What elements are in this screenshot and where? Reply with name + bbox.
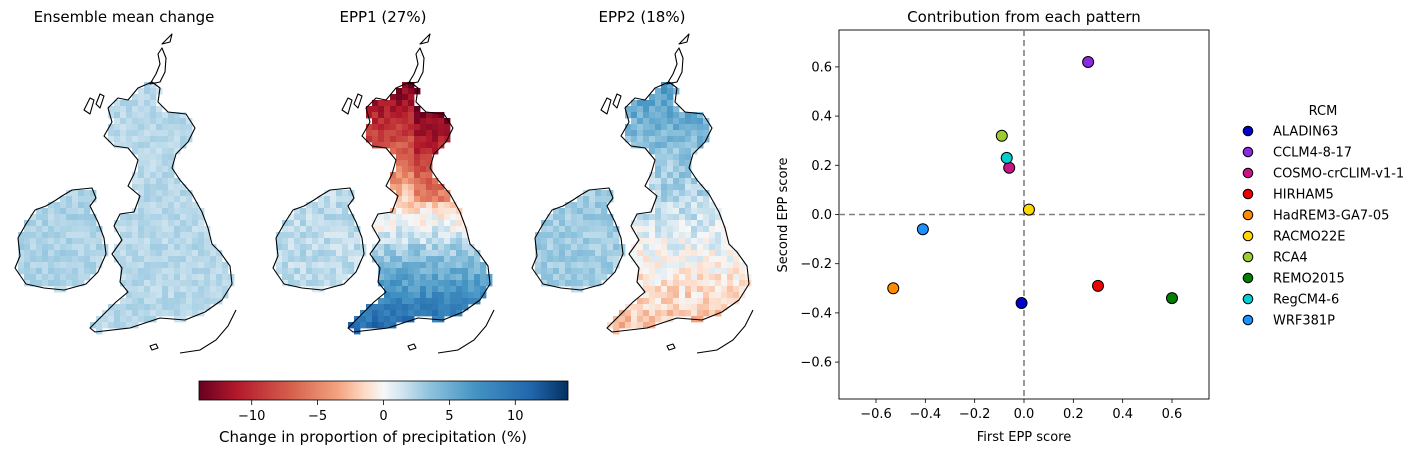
scatter-title: Contribution from each pattern — [907, 8, 1141, 26]
colorbar-tick-label: −5 — [308, 409, 327, 424]
legend-marker — [1242, 167, 1254, 179]
y-tick-label: −0.4 — [800, 306, 832, 321]
point-hadrem3-ga7-05 — [887, 282, 900, 295]
x-tick-label: −0.6 — [860, 407, 892, 422]
map-title-epp2: EPP2 (18%) — [598, 8, 686, 26]
map-panel-mean — [14, 33, 237, 354]
y-axis-label: Second EPP score — [776, 158, 791, 273]
point-hirham5 — [1092, 279, 1104, 292]
legend-marker — [1242, 125, 1254, 137]
map-panel-epp2 — [531, 33, 754, 354]
y-tick-label: 0.2 — [811, 159, 832, 174]
legend-title: RCM — [1309, 104, 1338, 119]
legend-label: RegCM4-6 — [1273, 293, 1339, 308]
y-tick-label: −0.6 — [800, 356, 832, 371]
legend-marker — [1242, 314, 1254, 326]
y-tick-label: 0.0 — [811, 208, 832, 223]
map-title-epp1: EPP1 (27%) — [339, 8, 427, 26]
point-regcm4-6 — [1000, 151, 1013, 164]
colorbar-ticks: −10 −5 0 5 10 — [238, 400, 524, 424]
colorbar-tick-label: 0 — [379, 409, 387, 424]
legend-marker — [1242, 230, 1254, 242]
scatter-points — [887, 55, 1178, 310]
uk-map-epp1 — [272, 33, 495, 354]
point-cclm4-8-17 — [1082, 55, 1095, 68]
point-cosmo-crclim-v1-1 — [1003, 161, 1016, 174]
x-axis-label: First EPP score — [977, 430, 1071, 445]
point-rca4 — [995, 129, 1008, 142]
legend-label: RCA4 — [1273, 251, 1308, 266]
legend-label: RACMO22E — [1273, 230, 1345, 245]
point-remo2015 — [1166, 292, 1178, 305]
map-panel-epp1 — [272, 33, 495, 354]
y-axis-ticks: −0.6 −0.4 −0.2 0.0 0.2 0.4 0.6 — [800, 60, 839, 371]
legend-label: CCLM4-8-17 — [1273, 146, 1352, 161]
legend-label: COSMO-crCLIM-v1-1 — [1273, 167, 1404, 182]
plot-frame — [838, 29, 1210, 400]
legend-label: HadREM3-GA7-05 — [1273, 209, 1389, 224]
legend-marker — [1242, 146, 1254, 158]
x-tick-label: 0.0 — [1014, 407, 1035, 422]
point-wrf381p — [916, 223, 929, 236]
map-title-mean: Ensemble mean change — [33, 8, 215, 26]
colorbar-gradient — [198, 380, 569, 401]
point-aladin63 — [1015, 297, 1028, 310]
y-tick-label: 0.6 — [811, 60, 832, 75]
colorbar-tick-label: 5 — [445, 409, 453, 424]
x-tick-label: −0.4 — [910, 407, 942, 422]
legend-label: HIRHAM5 — [1273, 188, 1334, 203]
x-tick-label: 0.2 — [1063, 407, 1084, 422]
y-tick-label: 0.4 — [811, 110, 832, 125]
colorbar-tick-label: 10 — [507, 409, 524, 424]
legend-marker — [1242, 251, 1254, 263]
x-axis-ticks: −0.6 −0.4 −0.2 0.0 0.2 0.4 0.6 — [860, 399, 1182, 422]
colorbar-tick-label: −10 — [238, 409, 265, 424]
legend-marker — [1242, 293, 1254, 305]
x-tick-label: −0.2 — [959, 407, 991, 422]
legend-label: ALADIN63 — [1273, 125, 1338, 140]
colorbar: −10 −5 0 5 10 Change in proportion of precip… — [198, 380, 569, 446]
reference-lines — [839, 30, 1209, 399]
legend-marker — [1242, 209, 1254, 221]
legend-label: WRF381P — [1273, 314, 1335, 329]
legend-marker — [1242, 188, 1254, 200]
uk-map-mean — [14, 33, 237, 354]
uk-map-epp2 — [531, 33, 754, 354]
x-tick-label: 0.4 — [1112, 407, 1133, 422]
legend-label: REMO2015 — [1273, 272, 1345, 287]
colorbar-label: Change in proportion of precipitation (%… — [219, 428, 527, 446]
point-racmo22e — [1022, 203, 1035, 216]
legend-marker — [1242, 272, 1254, 284]
legend: ALADIN63 CCLM4-8-17 COSMO-crCLIM-v1-1 HIRHA… — [1242, 125, 1404, 329]
y-tick-label: −0.2 — [800, 257, 832, 272]
x-tick-label: 0.6 — [1162, 407, 1183, 422]
